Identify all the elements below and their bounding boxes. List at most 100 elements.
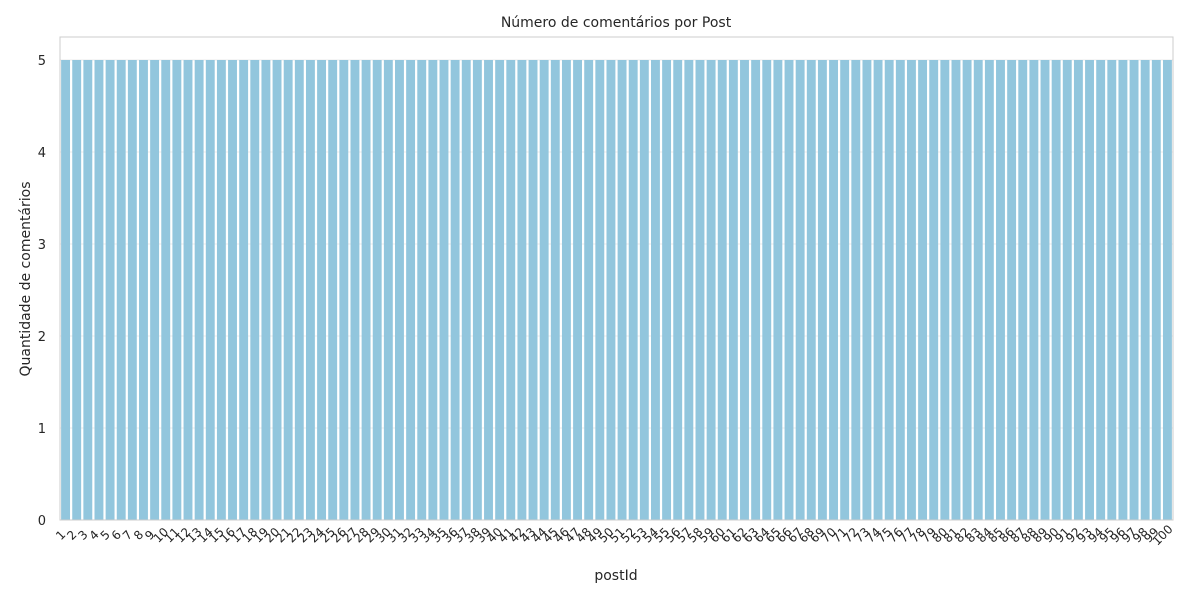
bar	[450, 60, 460, 520]
bar	[1162, 60, 1172, 520]
bar	[762, 60, 772, 520]
bar	[328, 60, 338, 520]
bar	[94, 60, 104, 520]
bar	[439, 60, 449, 520]
bar	[962, 60, 972, 520]
bar	[740, 60, 749, 520]
bar	[940, 60, 950, 520]
bar	[1051, 60, 1061, 520]
bar	[172, 60, 182, 520]
bar	[617, 60, 627, 520]
grid-layer	[60, 59, 1173, 429]
bar	[973, 60, 983, 520]
bar	[228, 60, 237, 520]
bar	[305, 60, 315, 520]
bar	[428, 60, 438, 520]
bar	[372, 60, 382, 520]
bar	[216, 60, 226, 520]
bar	[706, 60, 716, 520]
bar	[406, 60, 416, 520]
bar	[272, 60, 282, 520]
bar	[795, 60, 805, 520]
bar	[829, 60, 838, 520]
bar	[895, 60, 905, 520]
bar	[951, 60, 961, 520]
bar	[784, 60, 794, 520]
bar	[918, 60, 928, 520]
bar	[161, 60, 171, 520]
bar	[817, 60, 827, 520]
bar	[350, 60, 360, 520]
bar	[127, 60, 137, 520]
bar	[584, 60, 594, 520]
bar	[1085, 60, 1094, 520]
bar	[884, 60, 894, 520]
bar	[695, 60, 705, 520]
y-tick-label: 2	[38, 330, 46, 345]
bar	[484, 60, 493, 520]
bar	[929, 60, 939, 520]
y-tick-label: 3	[38, 238, 46, 253]
bar	[1140, 60, 1150, 520]
y-tick-label: 5	[38, 54, 46, 69]
bar	[1040, 60, 1050, 520]
bar	[139, 60, 148, 520]
y-tick-label: 0	[38, 514, 46, 529]
bar	[250, 60, 260, 520]
bar	[806, 60, 816, 520]
bar	[773, 60, 783, 520]
x-axis-label: postId	[594, 568, 637, 584]
bar	[194, 60, 204, 520]
bar	[840, 60, 850, 520]
x-axis-ticks: 1234567891011121314151617181920212223242…	[53, 522, 1176, 548]
bar	[1062, 60, 1072, 520]
bar	[606, 60, 616, 520]
bar	[651, 60, 660, 520]
bar	[339, 60, 349, 520]
bar	[183, 60, 193, 520]
bar	[684, 60, 694, 520]
bar	[1118, 60, 1128, 520]
bar	[873, 60, 883, 520]
bar	[751, 60, 761, 520]
bar	[539, 60, 549, 520]
bar	[61, 60, 71, 520]
bar	[72, 60, 82, 520]
y-tick-label: 1	[38, 422, 46, 437]
bar	[573, 60, 582, 520]
bar	[673, 60, 683, 520]
bar	[996, 60, 1005, 520]
bar	[639, 60, 649, 520]
x-tick-label: 100	[1150, 522, 1176, 548]
bar	[472, 60, 482, 520]
bar	[383, 60, 393, 520]
bar	[1073, 60, 1083, 520]
bar	[628, 60, 638, 520]
bars	[61, 60, 1172, 520]
bar	[1151, 60, 1161, 520]
bar	[461, 60, 471, 520]
bar	[506, 60, 516, 520]
bar	[662, 60, 672, 520]
bar	[105, 60, 115, 520]
bar	[717, 60, 727, 520]
bar	[561, 60, 571, 520]
bar	[83, 60, 93, 520]
bar	[417, 60, 427, 520]
y-axis-ticks: 0 1 2 3 4 5	[38, 54, 46, 529]
bar	[517, 60, 527, 520]
bar	[528, 60, 538, 520]
bar	[317, 60, 327, 520]
bar	[595, 60, 605, 520]
y-tick-label: 4	[38, 146, 46, 161]
bar	[116, 60, 126, 520]
bar	[294, 60, 304, 520]
bar	[205, 60, 215, 520]
bar	[283, 60, 293, 520]
bar	[1007, 60, 1017, 520]
bar	[395, 60, 404, 520]
bar	[851, 60, 861, 520]
bar	[862, 60, 872, 520]
